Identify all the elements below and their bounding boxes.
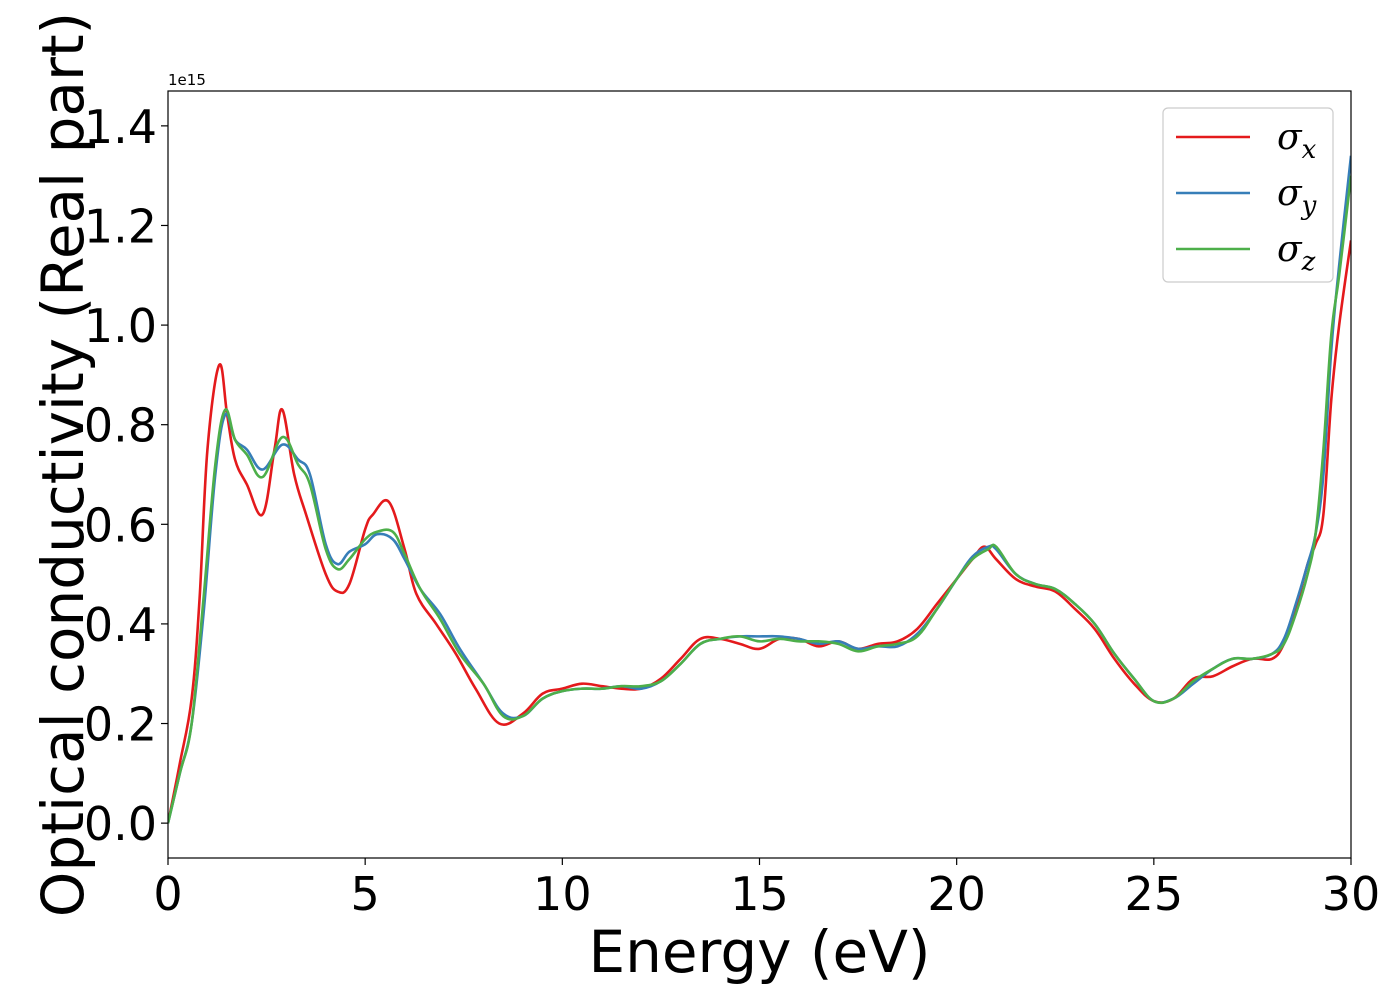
- legend-label: σy: [1277, 173, 1317, 221]
- y-tick-label: 1.2: [84, 199, 157, 253]
- series-lines: [168, 155, 1351, 824]
- y-tick-label: 0.0: [84, 797, 157, 851]
- legend: σx σy σz: [1162, 107, 1334, 283]
- x-tick-label: 25: [1125, 867, 1184, 921]
- y-axis-ticks: 0.0 0.2 0.4 0.6 0.8 1.0 1.2 1.4: [84, 100, 168, 851]
- legend-label: σz: [1277, 229, 1316, 277]
- y-tick-label: 1.0: [84, 299, 157, 353]
- x-tick-label: 10: [533, 867, 592, 921]
- legend-box: [1162, 107, 1334, 283]
- series-line-0: [168, 240, 1351, 824]
- y-tick-label: 0.8: [84, 399, 157, 453]
- x-tick-label: 20: [927, 867, 986, 921]
- y-tick-label: 0.6: [84, 498, 157, 552]
- y-axis-offset-label: 1e15: [168, 71, 206, 89]
- legend-label: σx: [1277, 117, 1317, 165]
- x-tick-label: 5: [351, 867, 380, 921]
- y-tick-label: 0.4: [84, 598, 157, 652]
- x-tick-label: 0: [153, 867, 182, 921]
- y-axis-title: Optical conductivity (Real part): [29, 12, 97, 917]
- y-tick-label: 1.4: [84, 100, 157, 154]
- x-tick-label: 30: [1322, 867, 1381, 921]
- x-axis-title: Energy (eV): [588, 918, 930, 986]
- x-tick-label: 15: [730, 867, 789, 921]
- x-axis-ticks: 0 5 10 15 20 25 30: [153, 858, 1380, 921]
- series-line-2: [168, 175, 1351, 824]
- y-tick-label: 0.2: [84, 698, 157, 752]
